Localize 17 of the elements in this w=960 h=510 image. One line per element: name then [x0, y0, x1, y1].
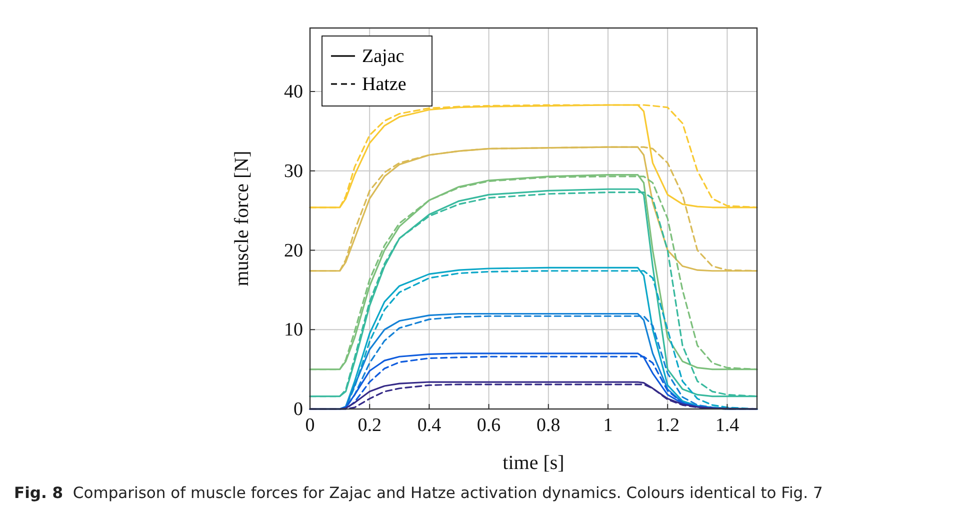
- x-tick-label: 0.4: [417, 415, 442, 436]
- series-label: Hatze: [362, 74, 406, 95]
- y-tick-label: 30: [284, 160, 303, 182]
- text: Zajac: [362, 46, 404, 67]
- y-axis-title: muscle force [N]: [231, 150, 253, 286]
- y-tick-label: 40: [284, 82, 303, 102]
- x-tick-label: 1.4: [715, 415, 740, 436]
- x-tick-label: 0.2: [358, 415, 382, 436]
- y-tick-label: 10: [284, 320, 303, 341]
- x-tick-label: 0.6: [476, 415, 501, 436]
- x-axis-title: time [s]: [502, 452, 564, 474]
- y-tick-label: 0: [294, 399, 303, 420]
- x-tick-label: 1.2: [656, 415, 680, 436]
- y-tick-label: 20: [284, 240, 303, 262]
- caption: Fig. 8 Comparison of muscle forces for Zajac and Hatze activation dynamics. Colours identical to Fig. 7: [14, 484, 823, 502]
- x-tick-label: 0.8: [536, 415, 560, 436]
- x-tick-label: 1: [603, 415, 613, 436]
